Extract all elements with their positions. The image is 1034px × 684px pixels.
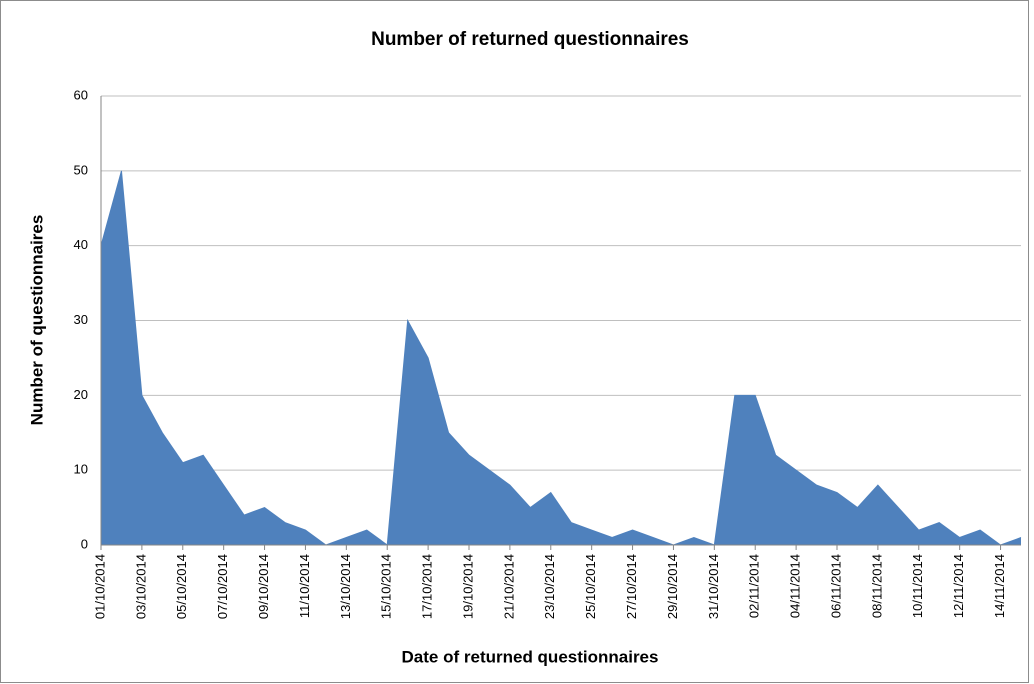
x-tick-label: 04/11/2014 bbox=[788, 554, 803, 618]
y-tick-label: 50 bbox=[74, 162, 88, 177]
x-tick-label: 29/10/2014 bbox=[665, 554, 680, 619]
x-tick-label: 17/10/2014 bbox=[420, 554, 435, 619]
x-tick-label: 10/11/2014 bbox=[910, 554, 925, 618]
x-tick-label: 02/11/2014 bbox=[747, 554, 762, 618]
x-tick-label: 09/10/2014 bbox=[256, 554, 271, 619]
area-fill bbox=[101, 170, 1021, 546]
x-tick-label: 08/11/2014 bbox=[869, 554, 884, 618]
x-tick-label: 14/11/2014 bbox=[992, 554, 1007, 618]
x-tick-label: 25/10/2014 bbox=[583, 554, 598, 619]
x-tick-label: 01/10/2014 bbox=[92, 554, 107, 619]
x-tick-label: 21/10/2014 bbox=[501, 554, 516, 619]
x-tick-label: 12/11/2014 bbox=[951, 554, 966, 618]
x-tick-label: 06/11/2014 bbox=[828, 554, 843, 618]
x-axis-label: Date of returned questionnaires bbox=[402, 647, 659, 666]
x-tick-label: 07/10/2014 bbox=[215, 554, 230, 619]
y-tick-label: 60 bbox=[74, 87, 88, 102]
y-tick-label: 20 bbox=[74, 387, 88, 402]
chart-title: Number of returned questionnaires bbox=[371, 29, 689, 50]
area-line bbox=[100, 170, 1022, 546]
x-tick-label: 19/10/2014 bbox=[460, 554, 475, 619]
x-tick-label: 11/10/2014 bbox=[297, 554, 312, 618]
x-tick-label: 05/10/2014 bbox=[174, 554, 189, 619]
y-tick-label: 10 bbox=[74, 462, 88, 477]
x-tick-label: 27/10/2014 bbox=[624, 554, 639, 619]
x-tick-label: 13/10/2014 bbox=[338, 554, 353, 619]
y-axis-label: Number of questionnaires bbox=[27, 215, 46, 426]
y-tick-label: 30 bbox=[74, 312, 88, 327]
x-tick-label: 15/10/2014 bbox=[379, 554, 394, 619]
y-tick-label: 0 bbox=[81, 536, 88, 551]
x-tick-label: 31/10/2014 bbox=[706, 554, 721, 619]
y-tick-label: 40 bbox=[74, 237, 88, 252]
x-tick-label: 23/10/2014 bbox=[542, 554, 557, 619]
x-tick-label: 03/10/2014 bbox=[133, 554, 148, 619]
